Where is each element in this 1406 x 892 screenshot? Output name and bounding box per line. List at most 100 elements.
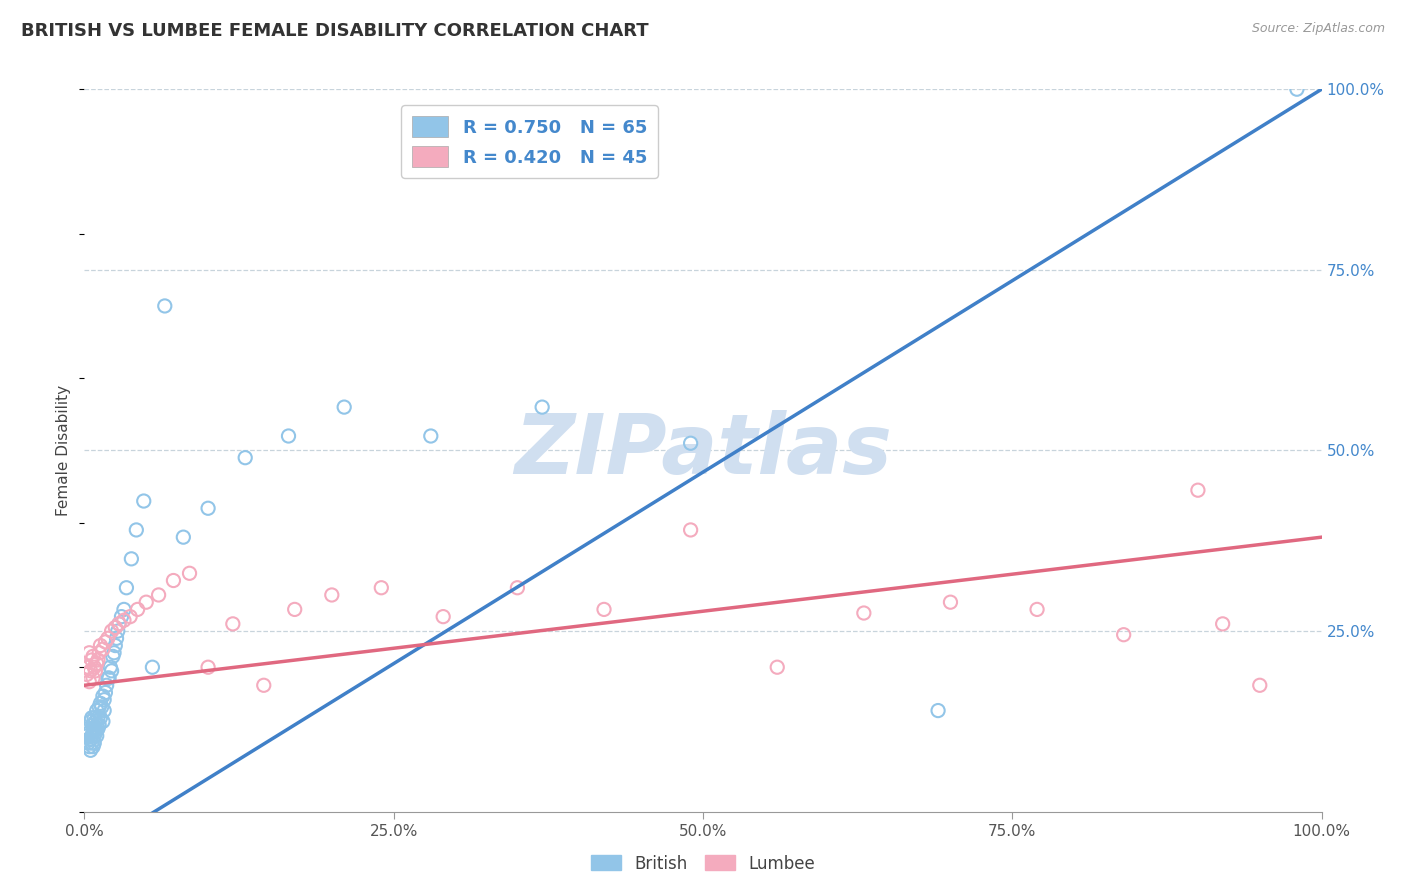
Point	[112, 602, 135, 616]
Point	[93, 704, 115, 718]
Point	[125, 523, 148, 537]
Point	[91, 714, 114, 729]
Point	[370, 581, 392, 595]
Point	[83, 660, 105, 674]
Point	[253, 678, 276, 692]
Point	[94, 635, 117, 649]
Point	[79, 732, 101, 747]
Point	[96, 678, 118, 692]
Legend: British, Lumbee: British, Lumbee	[585, 848, 821, 880]
Point	[321, 588, 343, 602]
Point	[77, 660, 100, 674]
Point	[100, 624, 122, 639]
Point	[79, 664, 101, 678]
Point	[927, 704, 949, 718]
Point	[132, 494, 155, 508]
Point	[89, 718, 111, 732]
Point	[79, 739, 101, 754]
Point	[79, 674, 101, 689]
Point	[90, 700, 112, 714]
Point	[89, 646, 111, 660]
Point	[83, 736, 105, 750]
Point	[110, 609, 132, 624]
Point	[77, 736, 100, 750]
Point	[87, 722, 110, 736]
Point	[419, 429, 441, 443]
Point	[91, 689, 114, 703]
Point	[87, 653, 110, 667]
Point	[89, 700, 111, 714]
Point	[172, 530, 194, 544]
Legend: R = 0.750   N = 65, R = 0.420   N = 45: R = 0.750 N = 65, R = 0.420 N = 45	[402, 105, 658, 178]
Point	[89, 696, 111, 710]
Point	[1212, 616, 1234, 631]
Point	[82, 718, 104, 732]
Point	[148, 588, 170, 602]
Point	[98, 660, 121, 674]
Point	[222, 616, 245, 631]
Point	[82, 671, 104, 685]
Point	[86, 718, 108, 732]
Point	[76, 729, 98, 743]
Point	[939, 595, 962, 609]
Point	[679, 436, 702, 450]
Point	[284, 602, 307, 616]
Point	[82, 725, 104, 739]
Point	[84, 722, 107, 736]
Point	[120, 551, 142, 566]
Point	[91, 642, 114, 657]
Point	[179, 566, 201, 581]
Point	[1187, 483, 1209, 498]
Point	[79, 743, 101, 757]
Point	[98, 671, 121, 685]
Point	[506, 581, 529, 595]
Point	[80, 729, 103, 743]
Point	[162, 574, 184, 588]
Point	[97, 671, 120, 685]
Point	[153, 299, 176, 313]
Point	[120, 609, 142, 624]
Y-axis label: Female Disability: Female Disability	[56, 384, 72, 516]
Point	[197, 660, 219, 674]
Point	[89, 639, 111, 653]
Point	[679, 523, 702, 537]
Point	[108, 616, 131, 631]
Point	[115, 581, 138, 595]
Point	[766, 660, 789, 674]
Text: BRITISH VS LUMBEE FEMALE DISABILITY CORRELATION CHART: BRITISH VS LUMBEE FEMALE DISABILITY CORR…	[21, 22, 648, 40]
Point	[108, 616, 131, 631]
Point	[80, 711, 103, 725]
Point	[593, 602, 616, 616]
Point	[1026, 602, 1049, 616]
Point	[141, 660, 163, 674]
Point	[104, 620, 127, 634]
Point	[83, 711, 105, 725]
Point	[84, 714, 107, 729]
Point	[852, 606, 875, 620]
Point	[107, 624, 129, 639]
Point	[112, 613, 135, 627]
Point	[104, 639, 127, 653]
Point	[80, 653, 103, 667]
Point	[86, 657, 108, 671]
Point	[82, 722, 104, 736]
Point	[100, 664, 122, 678]
Point	[97, 632, 120, 646]
Point	[87, 711, 110, 725]
Point	[82, 649, 104, 664]
Point	[86, 729, 108, 743]
Point	[531, 400, 554, 414]
Point	[82, 739, 104, 754]
Text: ZIPatlas: ZIPatlas	[515, 410, 891, 491]
Point	[80, 736, 103, 750]
Point	[89, 711, 111, 725]
Point	[86, 704, 108, 718]
Point	[101, 649, 124, 664]
Point	[79, 646, 101, 660]
Point	[94, 685, 117, 699]
Point	[197, 501, 219, 516]
Point	[1249, 678, 1271, 692]
Point	[84, 664, 107, 678]
Point	[84, 725, 107, 739]
Point	[333, 400, 356, 414]
